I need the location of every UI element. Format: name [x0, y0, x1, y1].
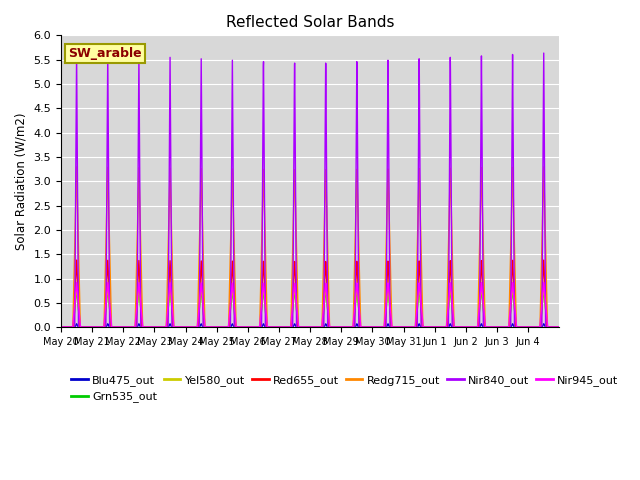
Line: Grn535_out: Grn535_out — [61, 288, 559, 327]
Red655_out — [73, 257, 81, 263]
Red655_out — [449, 322, 457, 328]
Yel580_out — [418, 312, 426, 318]
Blu475_out — [57, 324, 65, 330]
Nir945_out — [159, 324, 167, 330]
Line: Nir945_out: Nir945_out — [61, 282, 559, 327]
Redg715_out — [550, 324, 557, 330]
Grn535_out — [449, 321, 457, 327]
Nir945_out — [374, 324, 381, 330]
Redg715_out — [374, 324, 381, 330]
Text: SW_arable: SW_arable — [68, 47, 142, 60]
Nir840_out — [159, 324, 167, 330]
Nir945_out — [73, 279, 81, 285]
Nir945_out — [479, 300, 487, 306]
Line: Nir840_out: Nir840_out — [61, 53, 559, 327]
Nir945_out — [556, 324, 563, 330]
Yel580_out — [159, 324, 167, 330]
Yel580_out — [479, 305, 487, 311]
Red655_out — [159, 324, 167, 330]
Blu475_out — [556, 324, 563, 330]
Yel580_out — [449, 320, 457, 325]
Grn535_out — [550, 324, 557, 330]
Nir840_out — [73, 50, 81, 56]
Redg715_out — [449, 296, 457, 302]
Nir840_out — [57, 324, 65, 330]
Red655_out — [374, 324, 381, 330]
Nir840_out — [449, 324, 457, 330]
Blu475_out — [374, 324, 381, 330]
Grn535_out — [556, 324, 563, 330]
Redg715_out — [479, 243, 487, 249]
Title: Reflected Solar Bands: Reflected Solar Bands — [226, 15, 394, 30]
Red655_out — [556, 324, 563, 330]
Grn535_out — [73, 285, 81, 290]
Blu475_out — [159, 324, 167, 330]
Nir840_out — [556, 324, 563, 330]
Red655_out — [479, 296, 487, 302]
Nir840_out — [550, 324, 557, 330]
Blu475_out — [449, 324, 457, 330]
Nir840_out — [418, 324, 426, 330]
Yel580_out — [550, 324, 557, 330]
Redg715_out — [159, 324, 167, 330]
Blu475_out — [73, 321, 81, 326]
Grn535_out — [159, 324, 167, 330]
Grn535_out — [418, 313, 426, 319]
Redg715_out — [57, 324, 65, 330]
Red655_out — [418, 309, 426, 314]
Nir945_out — [418, 307, 426, 313]
Line: Yel580_out: Yel580_out — [61, 286, 559, 327]
Blu475_out — [550, 324, 557, 330]
Blu475_out — [418, 324, 426, 330]
Yel580_out — [556, 324, 563, 330]
Yel580_out — [73, 283, 81, 289]
Nir840_out — [374, 324, 381, 330]
Line: Red655_out: Red655_out — [61, 260, 559, 327]
Line: Blu475_out: Blu475_out — [61, 324, 559, 327]
Redg715_out — [556, 324, 563, 330]
Grn535_out — [479, 306, 487, 312]
Nir945_out — [449, 315, 457, 321]
Legend: Blu475_out, Grn535_out, Yel580_out, Red655_out, Redg715_out, Nir840_out, Nir945_: Blu475_out, Grn535_out, Yel580_out, Red6… — [67, 371, 623, 407]
Grn535_out — [374, 324, 381, 330]
Nir945_out — [550, 324, 557, 330]
Redg715_out — [418, 269, 426, 275]
Red655_out — [57, 324, 65, 330]
Grn535_out — [57, 324, 65, 330]
Yel580_out — [374, 324, 381, 330]
Nir945_out — [57, 324, 65, 330]
Y-axis label: Solar Radiation (W/m2): Solar Radiation (W/m2) — [15, 112, 28, 250]
Yel580_out — [57, 324, 65, 330]
Red655_out — [550, 324, 557, 330]
Line: Redg715_out: Redg715_out — [61, 167, 559, 327]
Redg715_out — [73, 164, 81, 170]
Blu475_out — [479, 324, 487, 330]
Nir840_out — [479, 321, 487, 326]
